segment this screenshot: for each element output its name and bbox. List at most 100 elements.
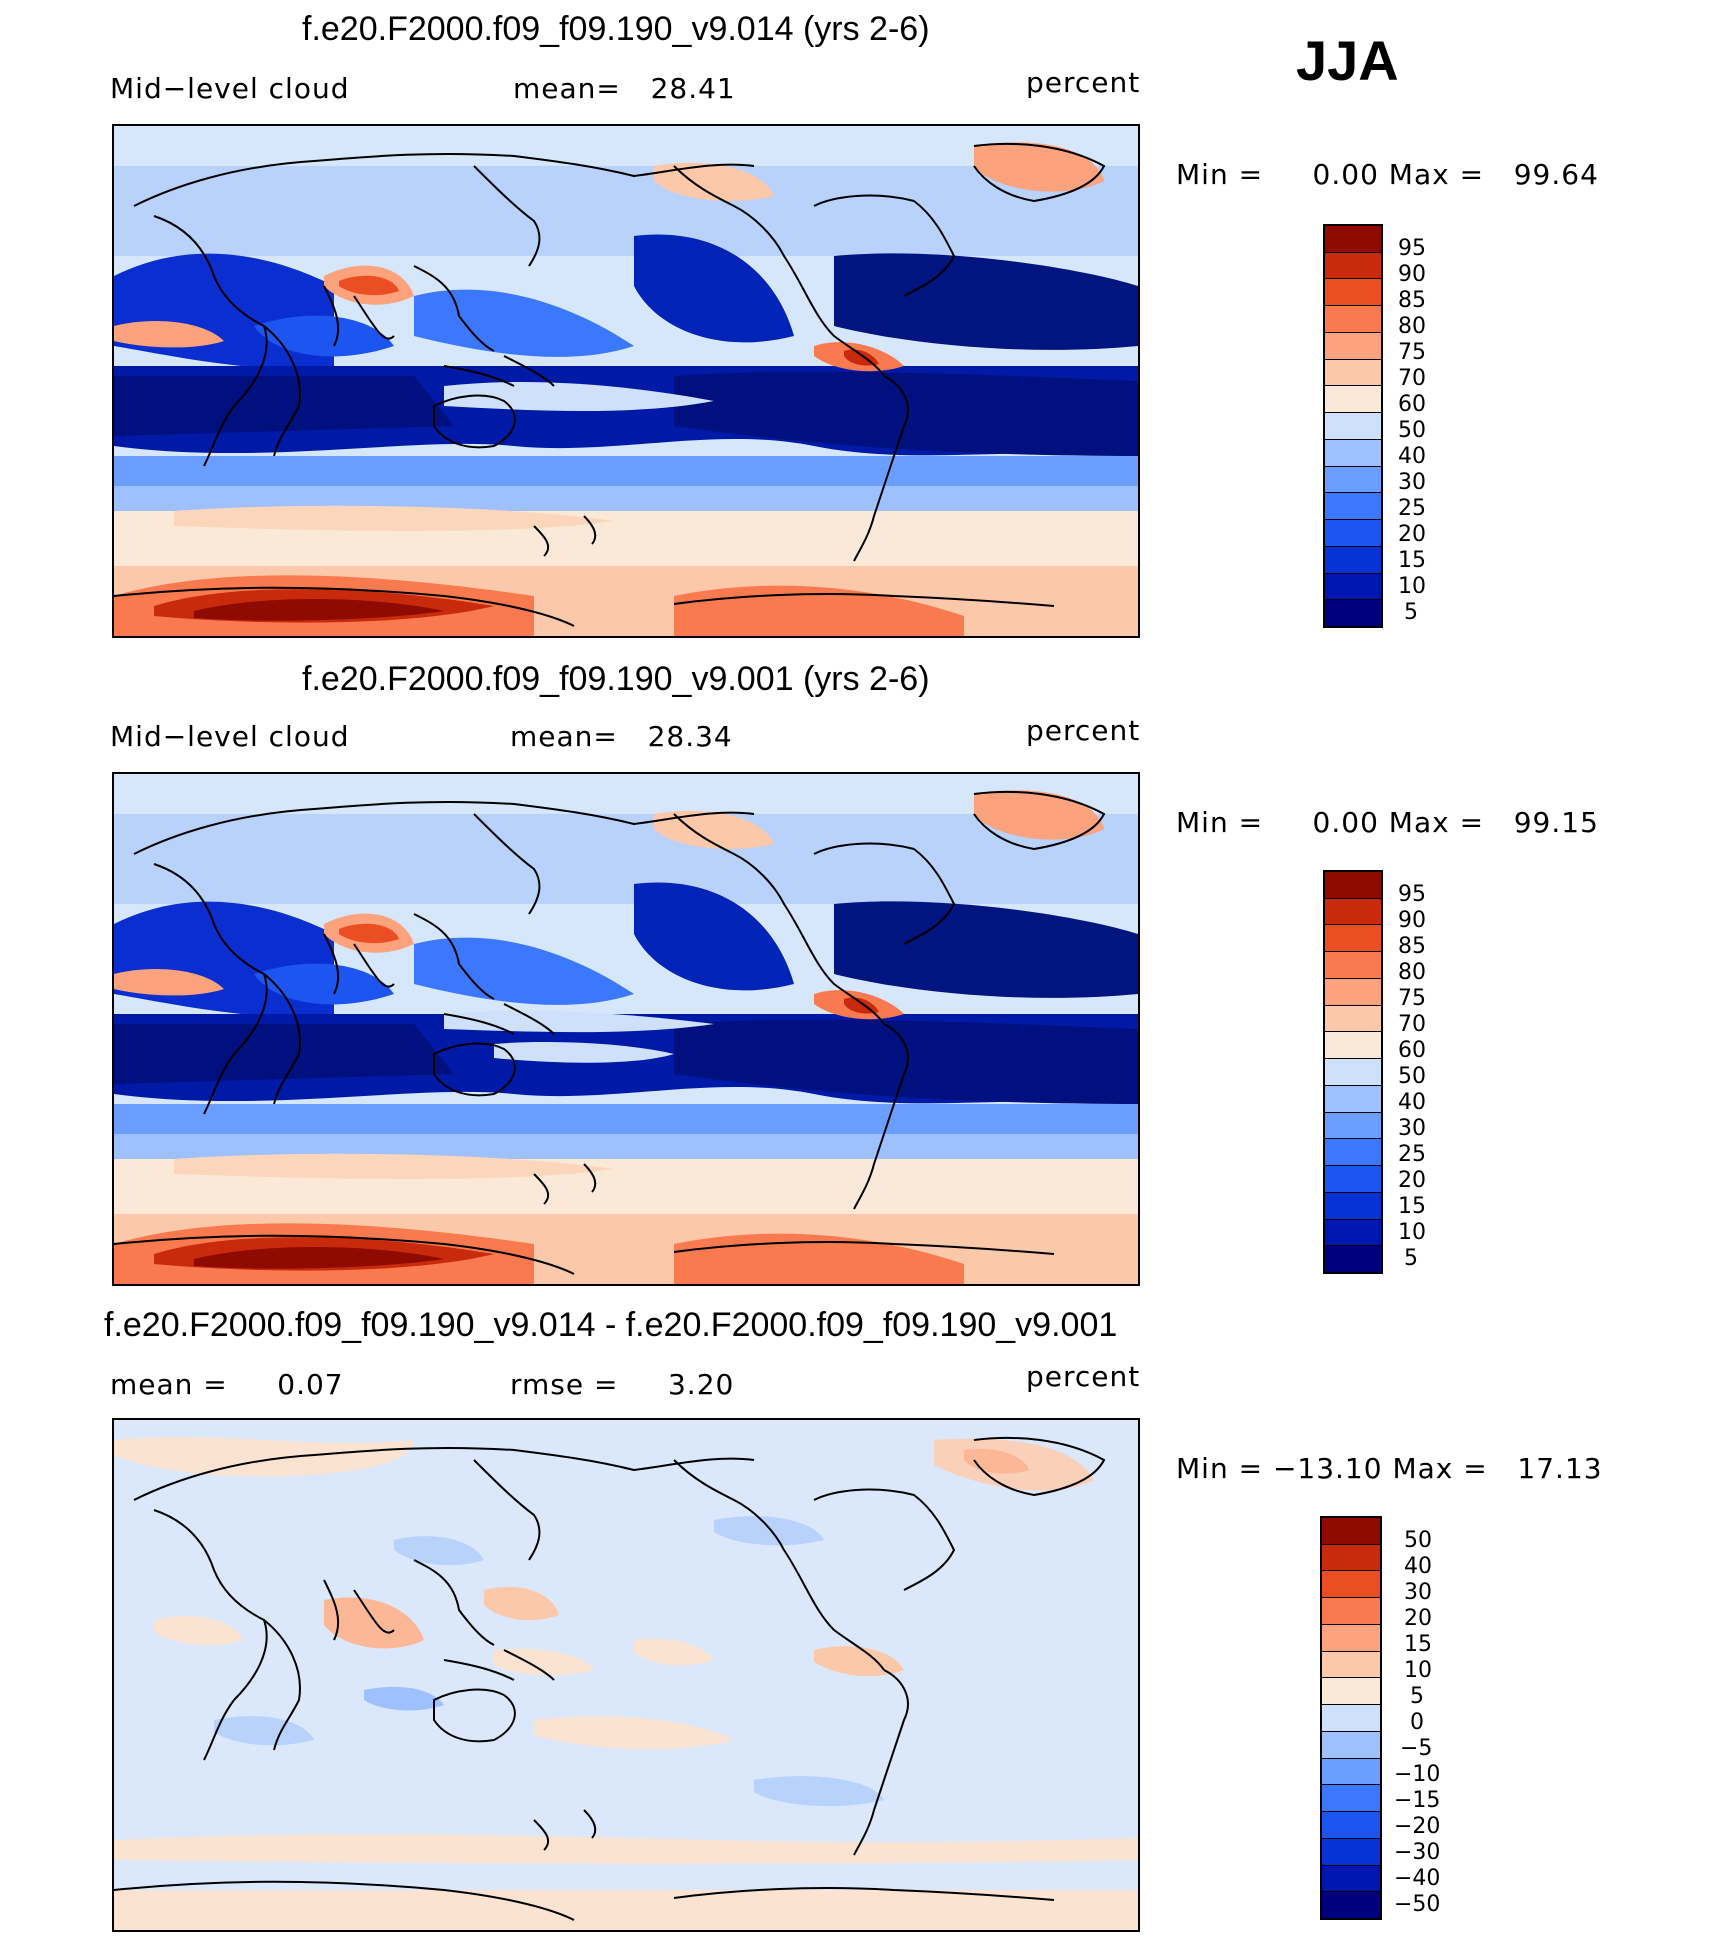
panel1-colorbar-swatch (1325, 493, 1381, 521)
panel3-colorbar-swatch (1322, 1838, 1380, 1866)
colorbar-tick-label: 50 (1398, 418, 1426, 443)
panel1-colorbar (1323, 224, 1383, 628)
panel3-colorbar-swatch (1322, 1705, 1380, 1732)
panel2-colorbar-swatch (1325, 1112, 1381, 1140)
colorbar-tick-label: 80 (1398, 960, 1426, 985)
panel1-colorbar-swatch (1325, 546, 1381, 574)
colorbar-tick-label: 5 (1410, 1684, 1424, 1709)
colorbar-tick-label: 75 (1398, 340, 1426, 365)
colorbar-tick-label: 70 (1398, 366, 1426, 391)
panel3-map (112, 1418, 1140, 1932)
colorbar-tick-label: 15 (1398, 1194, 1426, 1219)
panel1-colorbar-swatch (1325, 306, 1381, 333)
panel1-colorbar-swatch (1325, 332, 1381, 360)
panel1-colorbar-swatch (1325, 386, 1381, 414)
panel3-colorbar-swatch (1322, 1571, 1380, 1599)
colorbar-tick-label: 15 (1398, 548, 1426, 573)
colorbar-tick-label: −15 (1394, 1788, 1441, 1813)
panel3-colorbar-swatch (1322, 1678, 1380, 1706)
colorbar-tick-label: 60 (1398, 392, 1426, 417)
panel3-colorbar-swatch (1322, 1624, 1380, 1652)
panel2-colorbar-swatch (1325, 1192, 1381, 1220)
colorbar-tick-label: 80 (1398, 314, 1426, 339)
colorbar-tick-label: 30 (1398, 470, 1426, 495)
panel1-colorbar-swatch (1325, 252, 1381, 280)
colorbar-tick-label: 90 (1398, 262, 1426, 287)
colorbar-tick-label: 85 (1398, 934, 1426, 959)
panel2-colorbar-swatch (1325, 1139, 1381, 1167)
panel3-colorbar-swatch (1322, 1865, 1380, 1893)
colorbar-tick-label: −50 (1394, 1892, 1441, 1917)
panel2-colorbar-swatch (1325, 1059, 1381, 1086)
panel3-colorbar-swatch (1322, 1785, 1380, 1813)
panel2-colorbar-swatch (1325, 1219, 1381, 1247)
colorbar-tick-label: 85 (1398, 288, 1426, 313)
panel3-colorbar-swatch (1322, 1812, 1380, 1839)
colorbar-tick-label: 50 (1398, 1064, 1426, 1089)
panel3-units-label: percent (1026, 1360, 1141, 1393)
panel3-colorbar-swatch (1322, 1544, 1380, 1572)
panel2-colorbar-swatch (1325, 872, 1381, 899)
panel2-colorbar (1323, 870, 1383, 1274)
panel1-mean-label: mean= 28.41 (513, 72, 736, 105)
colorbar-tick-label: 0 (1410, 1710, 1424, 1735)
panel3-colorbar-swatch (1322, 1518, 1380, 1545)
colorbar-tick-label: 70 (1398, 1012, 1426, 1037)
colorbar-tick-label: 20 (1398, 522, 1426, 547)
panel1-colorbar-swatch (1325, 600, 1381, 627)
panel2-minmax: Min = 0.00 Max = 99.15 (1176, 806, 1599, 839)
colorbar-tick-label: 40 (1398, 1090, 1426, 1115)
colorbar-tick-label: −5 (1400, 1736, 1433, 1761)
colorbar-tick-label: 50 (1404, 1528, 1432, 1553)
colorbar-tick-label: 20 (1404, 1606, 1432, 1631)
colorbar-tick-label: 60 (1398, 1038, 1426, 1063)
colorbar-tick-label: 40 (1398, 444, 1426, 469)
panel2-colorbar-swatch (1325, 1166, 1381, 1193)
panel2-colorbar-swatch (1325, 1032, 1381, 1060)
colorbar-tick-label: 5 (1404, 600, 1418, 625)
colorbar-tick-label: −10 (1394, 1762, 1441, 1787)
panel2-variable-label: Mid−level cloud (110, 720, 350, 753)
colorbar-tick-label: −30 (1394, 1840, 1441, 1865)
panel3-colorbar-swatch (1322, 1758, 1380, 1786)
colorbar-tick-label: 25 (1398, 1142, 1426, 1167)
panel1-map (112, 124, 1140, 638)
colorbar-tick-label: 10 (1398, 574, 1426, 599)
panel1-minmax: Min = 0.00 Max = 99.64 (1176, 158, 1599, 191)
colorbar-tick-label: 25 (1398, 496, 1426, 521)
colorbar-tick-label: 40 (1404, 1554, 1432, 1579)
panel1-colorbar-swatch (1325, 359, 1381, 387)
panel2-colorbar-swatch (1325, 952, 1381, 979)
panel1-colorbar-swatch (1325, 466, 1381, 494)
colorbar-tick-label: 10 (1404, 1658, 1432, 1683)
panel2-colorbar-swatch (1325, 1246, 1381, 1273)
panel1-colorbar-swatch (1325, 520, 1381, 547)
panel1-colorbar-swatch (1325, 226, 1381, 253)
panel2-map (112, 772, 1140, 1286)
colorbar-tick-label: 15 (1404, 1632, 1432, 1657)
panel2-mean-label: mean= 28.34 (510, 720, 733, 753)
panel3-colorbar-swatch (1322, 1892, 1380, 1919)
panel2-colorbar-swatch (1325, 1085, 1381, 1113)
panel1-colorbar-swatch (1325, 439, 1381, 467)
panel1-title: f.e20.F2000.f09_f09.190_v9.014 (yrs 2-6) (302, 10, 930, 48)
panel3-title: f.e20.F2000.f09_f09.190_v9.014 - f.e20.F… (104, 1306, 1118, 1344)
panel3-map-svg (114, 1420, 1138, 1930)
panel2-units-label: percent (1026, 714, 1141, 747)
season-label: JJA (1296, 29, 1399, 92)
colorbar-tick-label: 5 (1404, 1246, 1418, 1271)
panel3-colorbar-swatch (1322, 1651, 1380, 1679)
colorbar-tick-label: 75 (1398, 986, 1426, 1011)
panel3-rmse-label: rmse = 3.20 (510, 1368, 735, 1401)
panel2-title: f.e20.F2000.f09_f09.190_v9.001 (yrs 2-6) (302, 660, 930, 698)
colorbar-tick-label: 90 (1398, 908, 1426, 933)
panel2-colorbar-swatch (1325, 978, 1381, 1006)
panel1-units-label: percent (1026, 66, 1141, 99)
panel3-mean-label: mean = 0.07 (110, 1368, 344, 1401)
panel1-colorbar-swatch (1325, 573, 1381, 601)
panel2-colorbar-swatch (1325, 898, 1381, 926)
panel1-variable-label: Mid−level cloud (110, 72, 350, 105)
panel3-colorbar-swatch (1322, 1598, 1380, 1625)
colorbar-tick-label: −20 (1394, 1814, 1441, 1839)
colorbar-tick-label: 95 (1398, 236, 1426, 261)
